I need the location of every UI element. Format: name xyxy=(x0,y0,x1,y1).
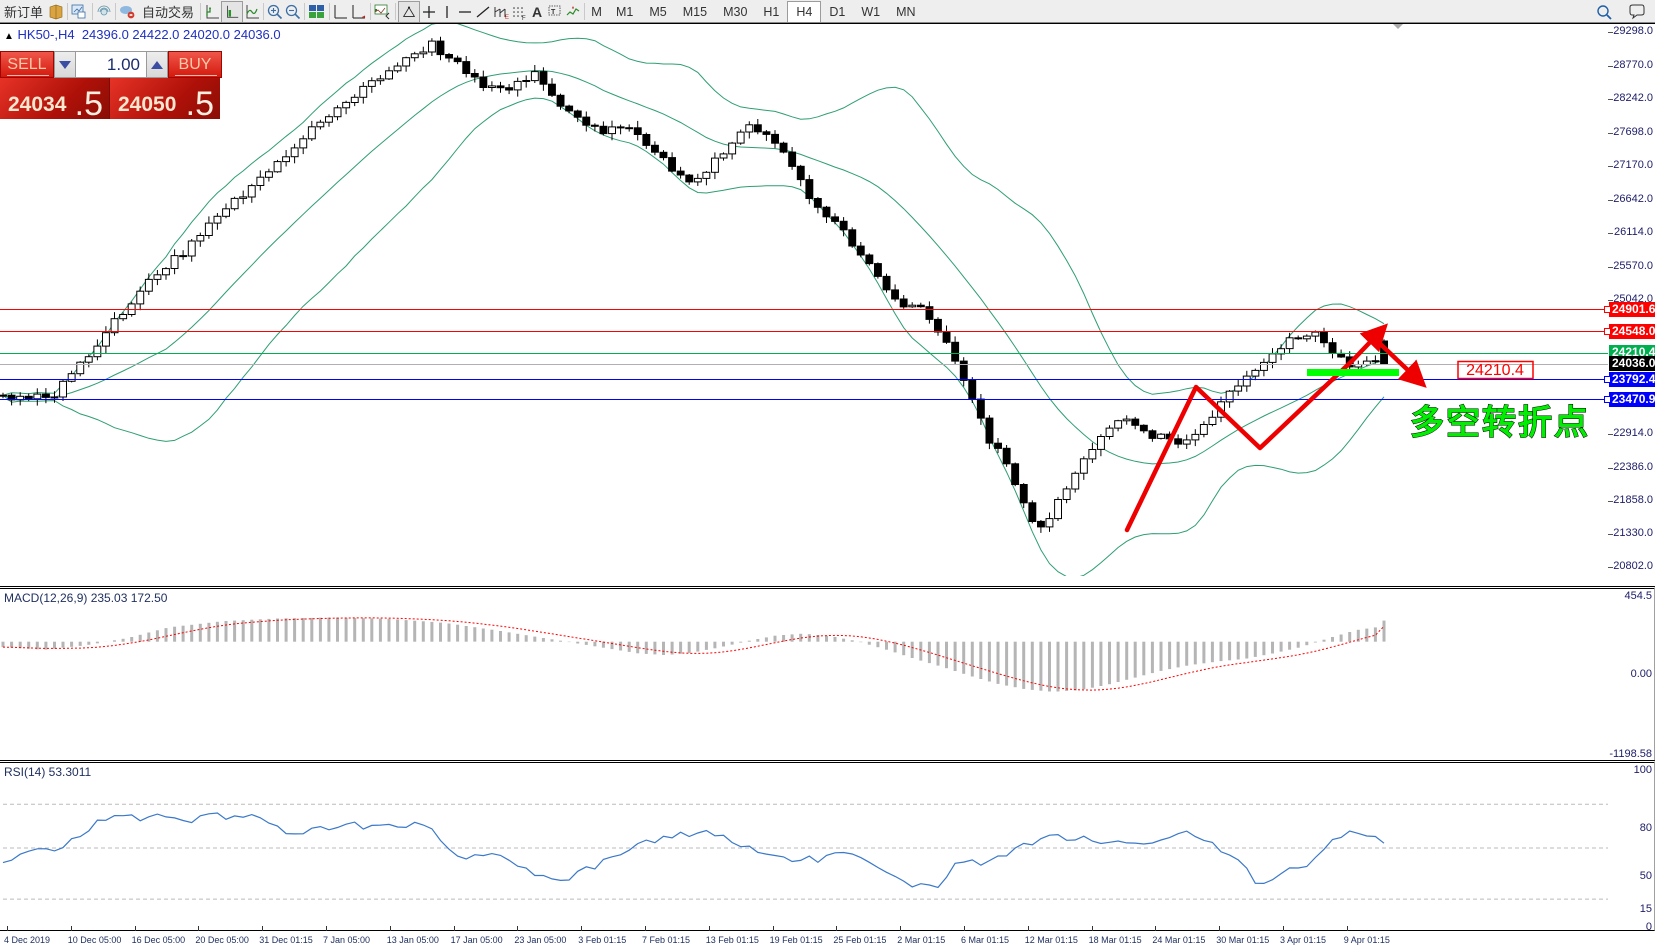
svg-text:T: T xyxy=(551,9,556,16)
svg-text:E: E xyxy=(505,15,509,21)
svg-text:F: F xyxy=(522,16,526,21)
